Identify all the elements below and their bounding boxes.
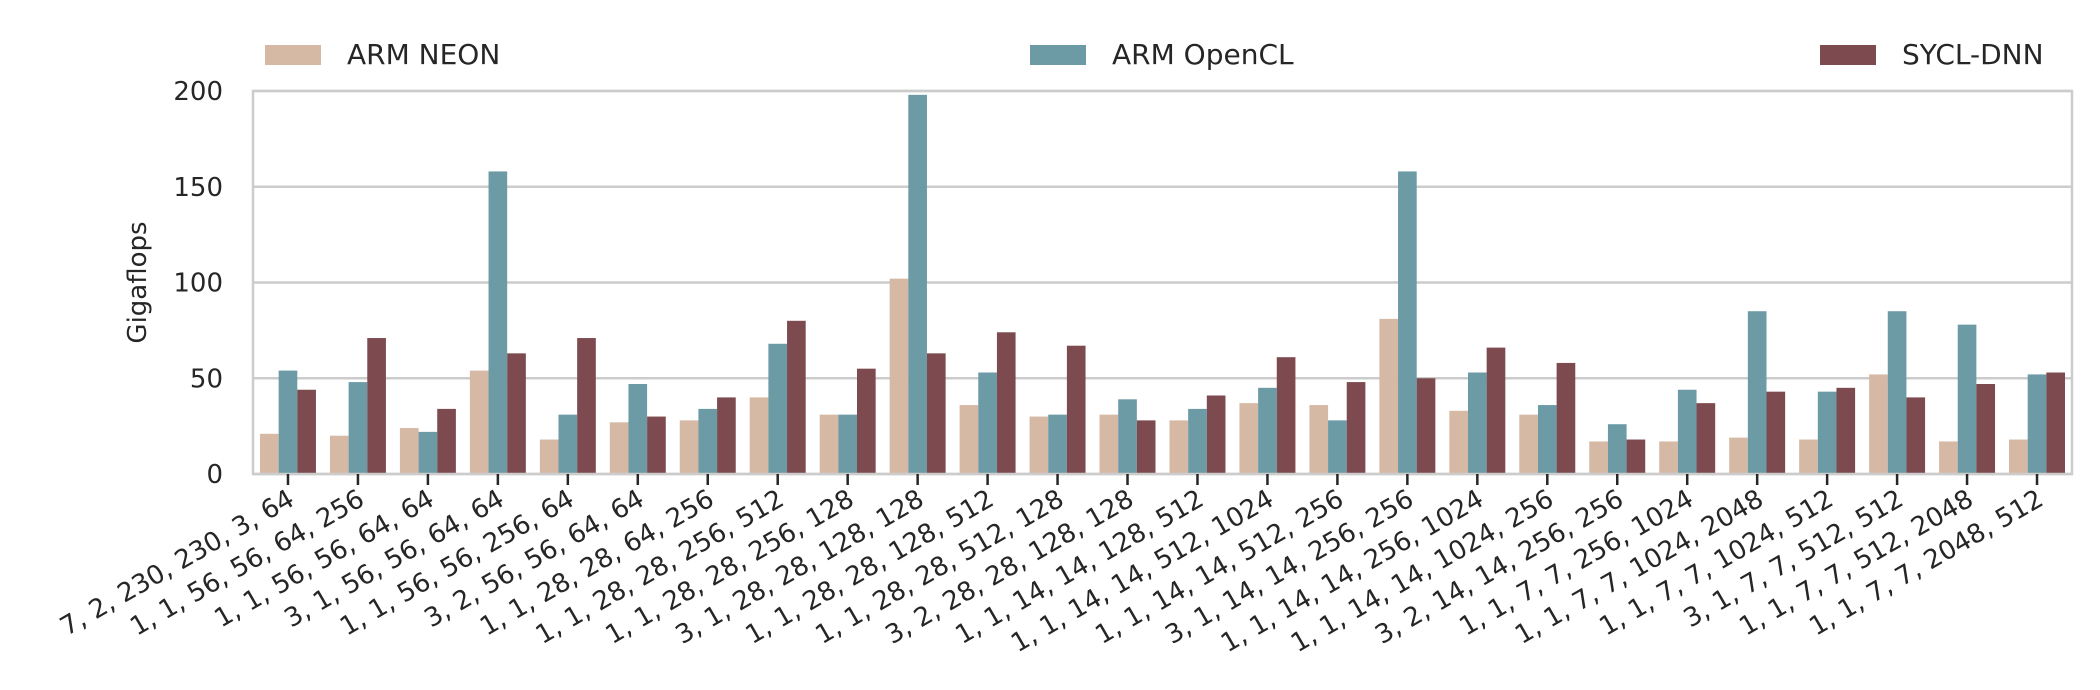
legend-label-0: ARM NEON <box>347 38 500 71</box>
y-axis-label: Gigaflops <box>123 221 153 343</box>
bar-arm-neon-21 <box>1729 437 1748 474</box>
bar-arm-opencl-5 <box>628 383 648 474</box>
bar-arm-neon-12 <box>1099 414 1119 474</box>
bar-arm-opencl-1 <box>348 382 368 474</box>
bar-sycl-dnn-14 <box>1276 357 1296 474</box>
bar-sycl-dnn-0 <box>297 389 316 474</box>
bar-arm-neon-6 <box>679 420 699 474</box>
bar-arm-neon-22 <box>1799 439 1818 474</box>
bar-sycl-dnn-18 <box>1556 362 1576 474</box>
bar-arm-neon-18 <box>1519 414 1538 474</box>
bar-arm-opencl-0 <box>278 370 298 474</box>
bar-sycl-dnn-3 <box>507 353 526 474</box>
bar-sycl-dnn-23 <box>1906 397 1926 474</box>
bar-arm-opencl-10 <box>978 372 997 474</box>
bar-sycl-dnn-2 <box>437 408 456 474</box>
bar-arm-opencl-24 <box>1957 324 1977 474</box>
bar-arm-neon-23 <box>1869 374 1888 474</box>
bar-arm-opencl-19 <box>1607 424 1627 474</box>
bar-sycl-dnn-9 <box>926 353 946 474</box>
legend-label-2: SYCL-DNN <box>1902 38 2044 71</box>
bar-arm-neon-16 <box>1379 318 1399 474</box>
x-axis: 7, 2, 230, 230, 3, 641, 1, 56, 56, 64, 2… <box>55 474 2049 659</box>
bar-sycl-dnn-1 <box>367 338 386 474</box>
y-tick-label: 200 <box>173 77 223 107</box>
bar-arm-neon-10 <box>959 405 979 474</box>
bar-arm-opencl-3 <box>488 171 508 474</box>
y-axis: 0 50 100 150 200 <box>173 77 223 490</box>
bar-sycl-dnn-21 <box>1766 391 1786 474</box>
bar-arm-neon-17 <box>1449 410 1468 474</box>
bar-arm-neon-15 <box>1309 405 1329 474</box>
bar-sycl-dnn-17 <box>1486 347 1506 474</box>
bar-arm-opencl-22 <box>1817 391 1837 474</box>
bar-arm-neon-5 <box>609 422 629 474</box>
bar-arm-opencl-17 <box>1467 372 1487 474</box>
bar-arm-opencl-7 <box>768 343 788 474</box>
bar-sycl-dnn-11 <box>1066 345 1086 474</box>
bar-arm-neon-7 <box>749 397 769 474</box>
legend-swatch-0 <box>265 45 321 65</box>
bar-arm-opencl-8 <box>838 414 858 474</box>
bar-arm-neon-24 <box>1939 441 1958 474</box>
y-tick-label: 0 <box>206 460 223 490</box>
bar-arm-opencl-14 <box>1258 387 1277 474</box>
bar-sycl-dnn-10 <box>996 332 1016 474</box>
bar-arm-opencl-16 <box>1398 171 1417 474</box>
bar-arm-opencl-18 <box>1537 405 1557 474</box>
bar-sycl-dnn-20 <box>1696 403 1716 474</box>
bar-arm-neon-20 <box>1659 441 1678 474</box>
bar-arm-opencl-2 <box>418 431 438 474</box>
bar-sycl-dnn-19 <box>1626 439 1646 474</box>
bar-sycl-dnn-7 <box>787 320 806 474</box>
bar-arm-neon-19 <box>1589 441 1608 474</box>
bar-arm-neon-14 <box>1239 403 1259 474</box>
legend-label-1: ARM OpenCL <box>1112 38 1294 71</box>
y-tick-label: 100 <box>173 269 223 299</box>
bar-sycl-dnn-22 <box>1836 387 1856 474</box>
bar-arm-neon-13 <box>1169 420 1189 474</box>
bar-arm-opencl-20 <box>1677 389 1697 474</box>
bar-arm-neon-8 <box>819 414 839 474</box>
y-tick-label: 150 <box>173 173 223 203</box>
y-tick-label: 50 <box>190 364 223 394</box>
bar-sycl-dnn-4 <box>577 338 596 474</box>
bar-arm-opencl-25 <box>2027 374 2047 474</box>
bar-arm-opencl-4 <box>558 414 578 474</box>
bar-arm-opencl-21 <box>1747 311 1767 474</box>
bar-sycl-dnn-6 <box>717 397 736 474</box>
bar-arm-neon-4 <box>539 439 559 474</box>
bar-arm-opencl-11 <box>1048 414 1067 474</box>
legend: ARM NEON ARM OpenCL SYCL-DNN <box>265 38 2044 71</box>
bar-arm-opencl-23 <box>1887 311 1907 474</box>
bar-arm-opencl-12 <box>1118 399 1137 474</box>
bars <box>259 94 2066 474</box>
bar-arm-neon-9 <box>889 278 909 474</box>
bar-sycl-dnn-24 <box>1976 383 1996 474</box>
bar-sycl-dnn-15 <box>1346 382 1366 474</box>
bar-arm-neon-11 <box>1029 416 1049 474</box>
bar-arm-opencl-6 <box>698 408 718 474</box>
bar-arm-neon-25 <box>2009 439 2028 474</box>
bar-arm-opencl-15 <box>1328 420 1347 474</box>
bar-sycl-dnn-8 <box>857 368 876 474</box>
bar-arm-neon-3 <box>469 370 489 474</box>
bar-sycl-dnn-5 <box>647 416 666 474</box>
bar-arm-neon-1 <box>329 435 349 474</box>
bar-sycl-dnn-25 <box>2046 372 2066 474</box>
legend-swatch-2 <box>1820 45 1876 65</box>
legend-swatch-1 <box>1030 45 1086 65</box>
bar-arm-opencl-13 <box>1188 408 1207 474</box>
bar-arm-neon-2 <box>399 428 419 474</box>
bar-arm-neon-0 <box>259 433 279 474</box>
bar-sycl-dnn-12 <box>1136 420 1156 474</box>
bar-sycl-dnn-13 <box>1206 395 1226 474</box>
bar-arm-opencl-9 <box>908 94 927 474</box>
plot-frame <box>251 89 2074 476</box>
bar-sycl-dnn-16 <box>1416 378 1436 474</box>
